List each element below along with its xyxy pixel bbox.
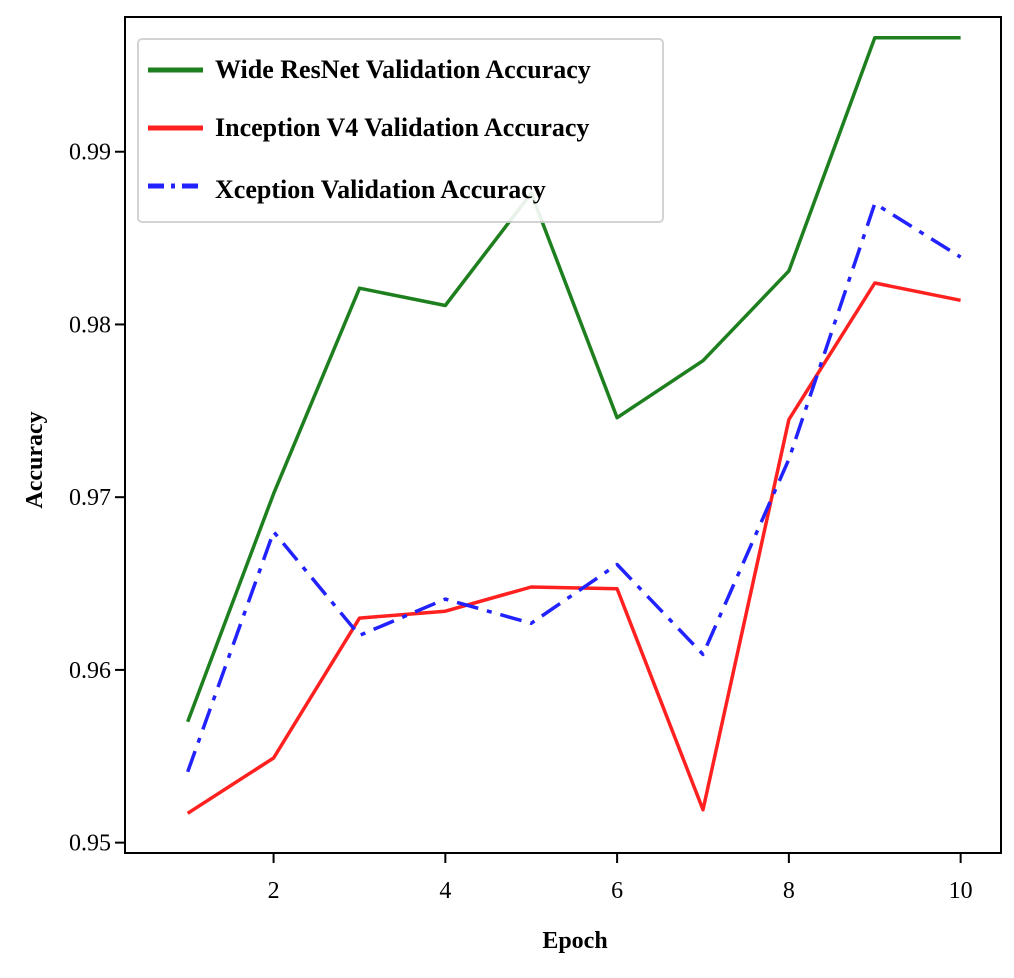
y-tick-label: 0.99 [69,140,111,166]
legend-box [137,38,664,223]
y-tick-label: 0.98 [69,312,111,338]
x-axis-title: Epoch [542,928,607,954]
y-axis-title: Accuracy [22,411,48,508]
series-line-wide-resnet-validation-accuracy [186,35,961,723]
y-tick-label: 0.95 [69,831,111,857]
x-tick-label: 4 [439,878,451,904]
x-tick-label: 10 [949,878,973,904]
x-tick-label: 6 [611,878,623,904]
legend-label-xception: Xception Validation Accuracy [215,175,546,204]
x-tick-label: 2 [268,878,280,904]
legend: Wide ResNet Validation Accuracy Inceptio… [137,38,664,223]
series-line-inception-v4-validation-accuracy [186,281,961,815]
series-layer [186,35,962,815]
y-tick-label: 0.96 [69,658,111,684]
x-tick-label: 8 [783,878,795,904]
legend-label-wide-resnet: Wide ResNet Validation Accuracy [215,55,591,84]
legend-label-inception-v4: Inception V4 Validation Accuracy [215,113,589,142]
y-tick-label: 0.97 [69,485,111,511]
series-line-xception-validation-accuracy [186,201,962,773]
tick-layer: 2 4 6 8 10 0.95 0.96 0.97 0.98 0.99 [69,140,973,904]
